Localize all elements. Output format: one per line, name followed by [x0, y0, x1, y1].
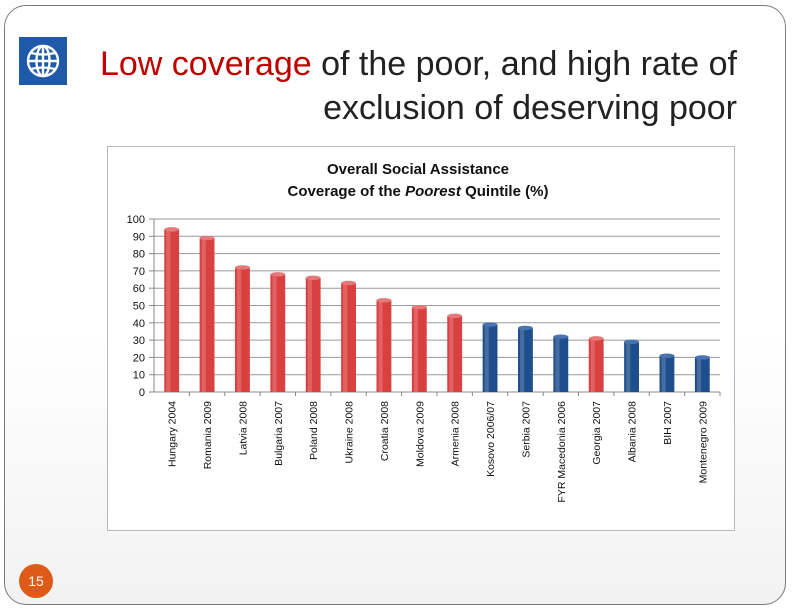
bar-cap-8	[447, 313, 463, 319]
world-bank-logo	[19, 37, 67, 85]
bar-cap-14	[659, 353, 675, 358]
chart-title-line2: Coverage of the Poorest Quintile (%)	[288, 183, 549, 200]
bar-chart: Overall Social Assistance Coverage of th…	[127, 161, 721, 503]
bar-highlight-4	[307, 277, 312, 392]
y-tick-label: 90	[133, 231, 145, 243]
title-line2: exclusion of deserving poor	[323, 89, 737, 127]
chart-frame: Overall Social Assistance Coverage of th…	[107, 146, 735, 531]
bar-9	[482, 324, 498, 392]
x-category-label: Latvia 2008	[237, 401, 249, 455]
x-category-label: Moldova 2009	[414, 401, 426, 467]
bar-2	[235, 267, 250, 392]
bar-highlight-0	[166, 229, 171, 392]
chart-title-pre: Coverage of the	[288, 183, 406, 200]
bar-cap-6	[376, 298, 392, 303]
y-tick-label: 100	[127, 214, 145, 226]
bar-cap-11	[553, 334, 569, 339]
bar-cap-7	[411, 305, 427, 310]
bar-highlight-15	[696, 357, 702, 392]
bar-0	[164, 229, 180, 392]
x-category-label: Romania 2009	[202, 401, 214, 469]
bar-cap-3	[270, 272, 286, 277]
y-tick-label: 80	[133, 249, 145, 261]
page-number-badge: 15	[19, 564, 53, 598]
x-category-label: Georgia 2007	[591, 401, 603, 465]
bar-highlight-11	[555, 336, 560, 392]
bar-4	[305, 277, 321, 392]
y-tick-label: 70	[133, 266, 145, 278]
y-tick-label: 40	[133, 318, 145, 330]
bar-highlight-13	[626, 341, 631, 392]
bar-cap-12	[588, 336, 604, 341]
bar-cap-1	[199, 235, 215, 241]
bar-12	[588, 338, 604, 392]
bar-highlight-7	[413, 307, 419, 392]
slide-title: Low coverage of the poor, and high rate …	[57, 42, 737, 130]
title-highlight: Low coverage	[99, 45, 312, 83]
bar-3	[270, 274, 286, 392]
title-line1-rest: of the poor, and high rate of	[311, 45, 737, 83]
x-category-label: Kosovo 2006/07	[485, 401, 497, 477]
bar-cap-2	[235, 265, 250, 270]
chart-title-italic: Poorest	[405, 183, 462, 200]
x-category-label: BIH 2007	[662, 401, 674, 445]
bar-cap-15	[694, 355, 710, 360]
x-category-label: Hungary 2004	[167, 401, 179, 467]
y-tick-label: 50	[133, 301, 145, 313]
bar-cap-13	[624, 339, 639, 345]
y-tick-label: 30	[133, 335, 145, 347]
bar-cap-0	[164, 227, 180, 232]
bar-15	[694, 357, 710, 392]
bar-7	[411, 307, 427, 392]
bar-highlight-10	[520, 327, 525, 392]
x-category-label: Croatia 2008	[379, 401, 391, 461]
bar-10	[518, 327, 533, 392]
x-category-label: FYR Macedonia 2006	[556, 401, 568, 503]
bar-13	[624, 341, 639, 392]
bar-highlight-12	[590, 338, 595, 392]
bar-highlight-2	[237, 267, 242, 392]
bar-8	[447, 315, 463, 392]
chart-title-line1: Overall Social Assistance	[327, 161, 509, 178]
bar-cap-9	[482, 322, 498, 327]
bar-cap-4	[305, 275, 321, 281]
chart-title-post: Quintile (%)	[461, 183, 549, 200]
bar-cap-5	[341, 280, 356, 286]
bar-highlight-8	[449, 315, 454, 392]
x-category-label: Ukraine 2008	[344, 401, 356, 464]
bar-highlight-6	[378, 300, 383, 392]
x-category-label: Armenia 2008	[450, 401, 462, 467]
x-category-label: Poland 2008	[308, 401, 320, 460]
y-tick-label: 0	[139, 387, 145, 399]
bar-highlight-5	[343, 283, 348, 392]
x-category-label: Bulgaria 2007	[273, 401, 285, 466]
y-tick-label: 20	[133, 352, 145, 364]
bar-1	[199, 238, 215, 392]
world-bank-globe-icon	[26, 44, 60, 78]
y-tick-label: 10	[133, 370, 145, 382]
bar-cap-10	[518, 325, 533, 331]
bar-6	[376, 300, 392, 392]
slide: Low coverage of the poor, and high rate …	[4, 5, 786, 605]
bar-highlight-14	[661, 355, 666, 392]
bar-highlight-9	[484, 324, 489, 392]
x-category-label: Serbia 2007	[520, 401, 532, 458]
bar-14	[659, 355, 675, 392]
bar-11	[553, 336, 569, 392]
x-category-label: Montenegro 2009	[697, 401, 709, 483]
bar-highlight-3	[272, 274, 277, 392]
x-category-label: Albania 2008	[627, 401, 639, 462]
y-tick-label: 60	[133, 283, 145, 295]
bar-highlight-1	[201, 238, 206, 392]
bar-5	[341, 283, 356, 392]
